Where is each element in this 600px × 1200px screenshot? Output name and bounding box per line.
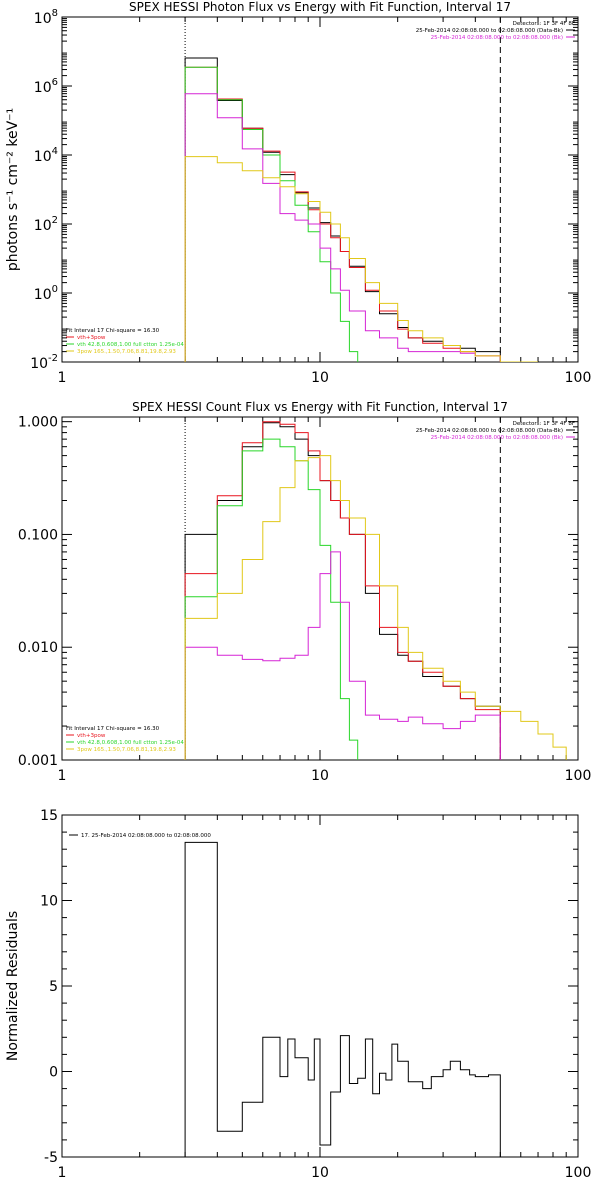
legend-entry: 17. 25-Feb-2014 02:08:08.000 to 02:08:08…	[81, 833, 211, 839]
legend-entry: vth 42.8,0.608,1.00 full ctton 1.25e-04	[77, 342, 184, 348]
y-tick-label-exponent: -2	[48, 353, 58, 364]
x-tick-label: 100	[565, 768, 592, 784]
y-axis-label: Normalized Residuals	[5, 911, 21, 1061]
y-tick-label-base: 10	[34, 287, 52, 303]
y-tick-label: 102	[34, 215, 58, 234]
legend-entry: 3pow 165.,1.50,7.06,8.81,19.8,2.93	[77, 349, 176, 355]
y-tick-label: 5	[49, 979, 58, 995]
y-tick-label: 15	[40, 808, 58, 824]
y-tick-label: 0.100	[18, 527, 58, 543]
legend-entry: vth 42.8,0.608,1.00 full ctton 1.25e-04	[77, 740, 184, 746]
y-tick-label: -5	[44, 1150, 58, 1166]
y-tick-label: 10-2	[30, 353, 58, 372]
y-tick-label-exponent: 0	[52, 284, 58, 295]
y-tick-label: 108	[34, 8, 58, 27]
legend-entry: vth+3pow	[77, 335, 106, 341]
y-axis-label: photons s⁻¹ cm⁻² keV⁻¹	[5, 108, 21, 271]
series-group	[184, 841, 501, 1157]
legend-entry: 3pow 165.,1.50,7.06,8.81,19.8,2.93	[77, 747, 176, 753]
y-tick-label-base: 10	[34, 149, 52, 165]
y-tick-label-exponent: 6	[52, 77, 58, 88]
legend-entry: 25-Feb-2014 02:08:08.000 to 02:08:08.000…	[431, 35, 563, 41]
residuals-panel: 1 10 100 -5 0 5 10 15 Normalized Residuals 17. 25…	[5, 808, 591, 1181]
legend-header: Detectors: 1F 3F 4F 8F	[513, 421, 575, 427]
legend-entry: 25-Feb-2014 02:08:08.000 to 02:08:08.000…	[431, 435, 563, 441]
series-green	[184, 66, 359, 362]
y-tick-label: 1.000	[18, 415, 58, 431]
series-yellow	[184, 156, 538, 362]
legend-entry: 25-Feb-2014 02:08:08.000 to 02:08:08.000…	[416, 428, 563, 434]
series-group	[184, 57, 538, 362]
legend-header: Fit Interval 17 Chi-square = 16.30	[66, 726, 160, 732]
legend-header: Fit Interval 17 Chi-square = 16.30	[66, 328, 160, 334]
y-tick-label-exponent: 4	[52, 146, 58, 157]
y-tick-label-base: 10	[34, 11, 52, 27]
y-tick-label: 10	[40, 894, 58, 910]
y-tick-label: 106	[34, 77, 58, 96]
legend-header: Detectors: 1F 3F 4F 8F	[513, 21, 575, 27]
y-tick-label: 104	[34, 146, 58, 165]
y-tick-label-base: 10	[30, 356, 48, 372]
x-tick-label: 1	[58, 768, 67, 784]
series-magenta	[184, 93, 501, 362]
series-yellow	[184, 455, 567, 760]
y-tick-label: 0.001	[18, 753, 58, 769]
legend-entry: vth+3pow	[77, 733, 106, 739]
x-tick-label: 100	[565, 1165, 592, 1181]
y-tick-label-exponent: 8	[52, 8, 58, 19]
x-tick-label: 1	[58, 370, 67, 386]
x-tick-label: 10	[311, 1165, 329, 1181]
x-tick-label: 10	[311, 768, 329, 784]
y-tick-label-exponent: 2	[52, 215, 58, 226]
y-tick-label-base: 10	[34, 80, 52, 96]
chart-title: SPEX HESSI Count Flux vs Energy with Fit…	[132, 400, 508, 414]
chart-title: SPEX HESSI Photon Flux vs Energy with Fi…	[129, 0, 511, 14]
legend-entry: 25-Feb-2014 02:08:08.000 to 02:08:08.000…	[416, 28, 563, 34]
x-tick-label: 10	[311, 370, 329, 386]
y-tick-label: 0	[49, 1065, 58, 1081]
x-tick-label: 1	[58, 1165, 67, 1181]
series-magenta	[184, 551, 501, 760]
count-flux-panel: 1 10 100 0.001 0.010 0.100 1.000 SPEX HESSI Cou…	[18, 400, 591, 784]
y-tick-label-base: 10	[34, 218, 52, 234]
y-tick-label: 0.010	[18, 640, 58, 656]
series-black	[184, 841, 501, 1157]
y-tick-label: 100	[34, 284, 58, 303]
x-tick-label: 100	[565, 370, 592, 386]
series-group	[184, 421, 567, 760]
